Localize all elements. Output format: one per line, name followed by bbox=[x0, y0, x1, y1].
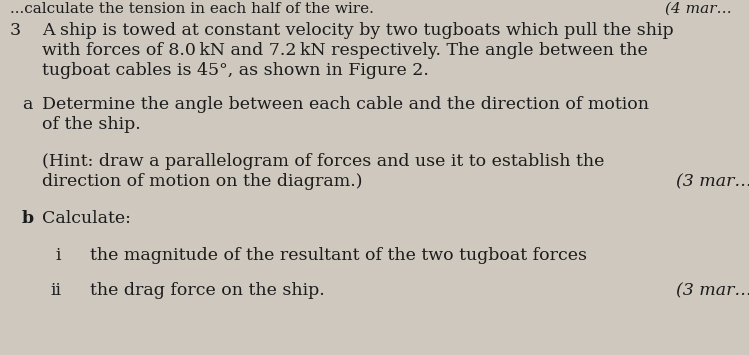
Text: a: a bbox=[22, 96, 32, 113]
Text: (3 mar…: (3 mar… bbox=[676, 282, 749, 299]
Text: tugboat cables is 45°, as shown in Figure 2.: tugboat cables is 45°, as shown in Figur… bbox=[42, 62, 429, 79]
Text: the drag force on the ship.: the drag force on the ship. bbox=[90, 282, 325, 299]
Text: of the ship.: of the ship. bbox=[42, 116, 141, 133]
Text: i: i bbox=[55, 247, 61, 264]
Text: Calculate:: Calculate: bbox=[42, 210, 131, 227]
Text: A ship is towed at constant velocity by two tugboats which pull the ship: A ship is towed at constant velocity by … bbox=[42, 22, 673, 39]
Text: Determine the angle between each cable and the direction of motion: Determine the angle between each cable a… bbox=[42, 96, 649, 113]
Text: ...calculate the tension in each half of the wire.: ...calculate the tension in each half of… bbox=[10, 2, 374, 16]
Text: (Hint: draw a parallelogram of forces and use it to establish the: (Hint: draw a parallelogram of forces an… bbox=[42, 153, 604, 170]
Text: the magnitude of the resultant of the two tugboat forces: the magnitude of the resultant of the tw… bbox=[90, 247, 587, 264]
Text: ii: ii bbox=[50, 282, 61, 299]
Text: with forces of 8.0 kN and 7.2 kN respectively. The angle between the: with forces of 8.0 kN and 7.2 kN respect… bbox=[42, 42, 648, 59]
Text: b: b bbox=[22, 210, 34, 227]
Text: (3 mar…: (3 mar… bbox=[676, 173, 749, 190]
Text: (4 mar…: (4 mar… bbox=[665, 2, 732, 16]
Text: direction of motion on the diagram.): direction of motion on the diagram.) bbox=[42, 173, 363, 190]
Text: 3: 3 bbox=[10, 22, 21, 39]
